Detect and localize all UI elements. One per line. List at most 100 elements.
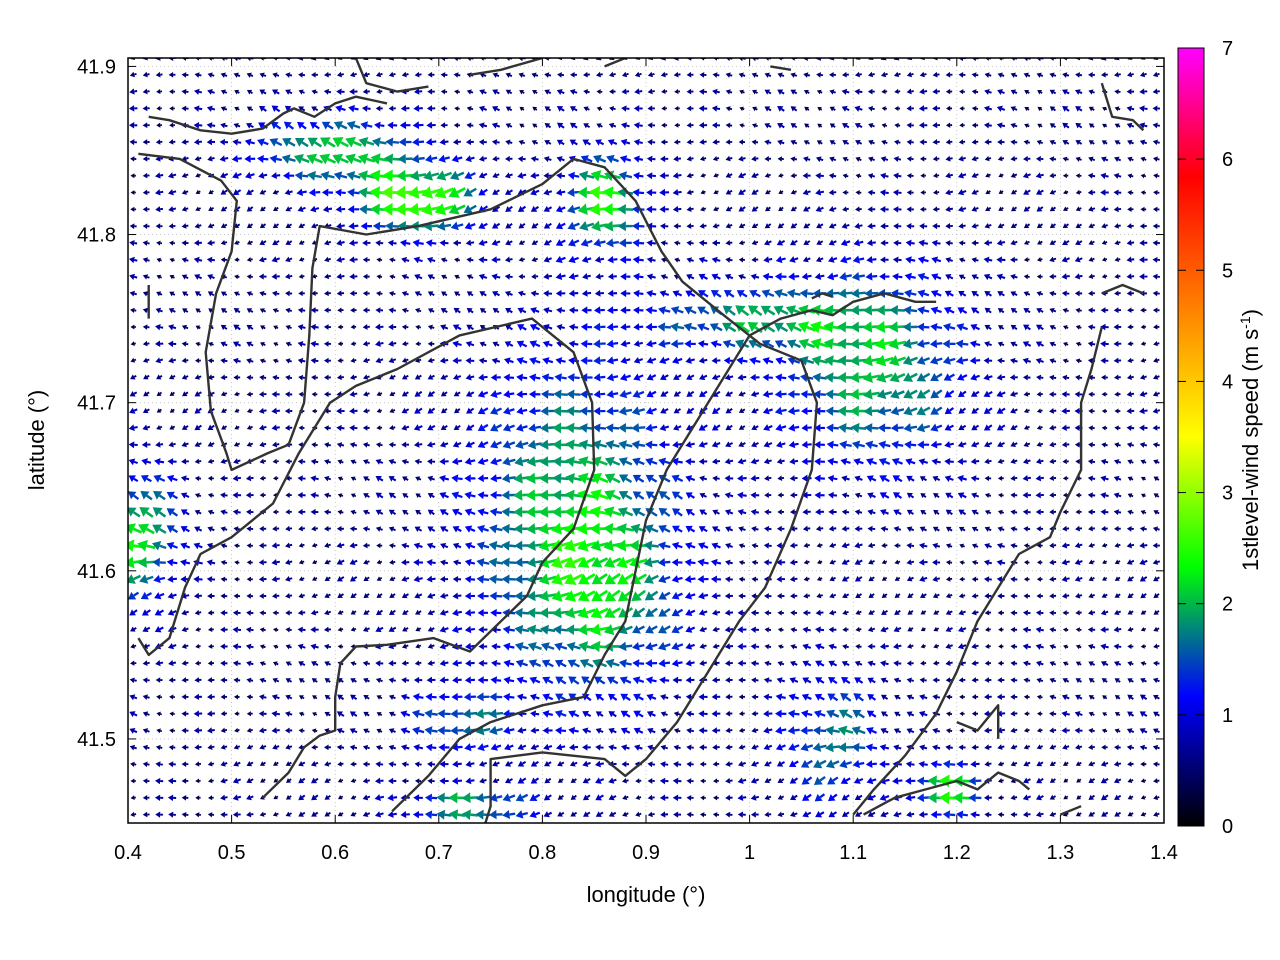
wind-vector [129,694,138,701]
wind-vector [451,777,463,785]
wind-vector [879,744,890,752]
wind-vector [634,744,643,751]
wind-vector [711,693,721,701]
wind-vector [130,795,136,801]
wind-vector [713,778,719,784]
wind-vector [686,778,694,784]
wind-vector [906,728,915,734]
x-tick-label: 1.4 [1150,842,1178,864]
wind-vector [851,742,866,753]
wind-vector [181,761,189,767]
wind-vector [220,761,228,767]
wind-vector [400,744,410,751]
wind-vector [594,760,604,768]
wind-vector [725,794,733,801]
wind-vector [1036,744,1044,750]
wind-vector [156,711,162,717]
wind-vector [388,777,397,785]
wind-vector [865,760,877,769]
wind-vector [516,693,527,701]
wind-vector [777,811,785,818]
wind-vector [246,794,254,801]
wind-vector [1049,761,1057,766]
wind-vector [621,761,630,768]
wind-vector [984,693,992,700]
wind-vector [1088,761,1096,767]
wind-vector [763,710,773,718]
wind-vector [412,810,424,819]
wind-vector [272,811,279,817]
wind-vector [284,711,293,717]
wind-vector [801,709,813,718]
wind-vector [1022,794,1031,801]
wind-vector [374,777,384,785]
wind-vector [400,693,410,701]
wind-vector [1140,761,1147,767]
wind-vector [647,727,656,735]
wind-vector [1114,811,1122,817]
wind-vector [841,811,850,817]
wind-vector [852,759,865,769]
wind-vector [970,760,980,768]
wind-vector [570,777,577,783]
wind-vector [837,725,854,736]
colorbar-tick-label: 6 [1222,149,1233,171]
wind-vector [489,692,503,702]
colorbar-tick-label: 7 [1222,38,1233,60]
wind-vector [686,710,695,717]
x-tick-label: 0.9 [632,842,660,864]
wind-vector [246,811,254,818]
wind-vector [698,727,708,734]
wind-vector [958,744,966,751]
wind-vector [246,694,253,700]
wind-vector [775,726,787,735]
wind-vector [324,694,331,700]
wind-vector [542,726,553,735]
wind-vector [427,778,435,784]
wind-vector [258,710,267,717]
wind-vector [699,744,707,751]
wind-vector [582,777,591,784]
wind-vector [476,692,490,702]
wind-vector [554,709,567,718]
wind-vector [1113,761,1122,767]
wind-vector [867,811,876,817]
wind-vector [388,694,396,700]
wind-vector [298,695,305,700]
wind-vector [959,711,965,717]
wind-vector [504,760,513,767]
wind-vector [945,728,953,734]
wind-vector [622,811,629,817]
wind-vector [234,727,240,733]
wind-vector [686,761,694,768]
wind-vector [1139,728,1148,734]
wind-vector [1022,811,1031,818]
wind-vector [673,694,682,701]
wind-vector [1139,711,1148,718]
wind-vector [918,710,928,718]
wind-vector [436,809,452,820]
wind-vector [984,811,992,818]
wind-vector [362,761,370,768]
wind-vector [298,811,306,817]
wind-vector [1062,811,1069,817]
wind-vector [1114,712,1121,717]
wind-vector [463,692,476,702]
wind-vector [775,709,787,718]
wind-vector [387,794,398,802]
wind-vector [968,793,982,803]
wind-vector [984,744,992,751]
wind-vector [1010,694,1018,700]
wind-vector [1140,778,1147,784]
wind-vector [686,794,694,801]
wind-vector [530,710,540,718]
wind-vector [1088,794,1096,800]
wind-vector [130,811,137,817]
wind-vector [542,693,554,701]
wind-vector [840,692,852,702]
wind-vector [789,777,799,784]
wind-vector [699,761,707,767]
wind-vector [880,728,889,734]
wind-vector [488,725,503,736]
wind-vector [738,727,745,733]
